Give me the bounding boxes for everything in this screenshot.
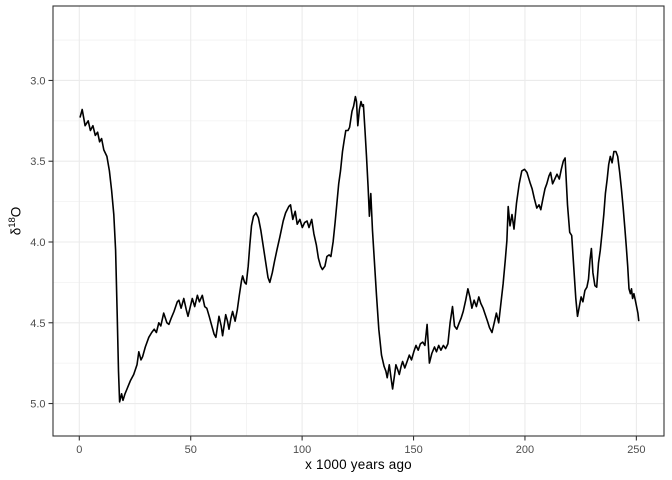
- panel-border: [52, 5, 665, 437]
- y-axis-title: δ18O: [7, 206, 24, 236]
- x-axis-title: x 1000 years ago: [305, 457, 412, 472]
- plot-panel: [53, 6, 664, 436]
- x-tick-label: 200: [516, 444, 534, 456]
- y-title-suffix: O: [8, 206, 24, 218]
- x-tick-label: 100: [293, 444, 311, 456]
- x-tick-label: 0: [76, 444, 82, 456]
- x-tick-label: 150: [404, 444, 422, 456]
- y-tick-label: 3.0: [30, 75, 45, 87]
- y-tick-label: 4.5: [30, 318, 45, 330]
- y-title-superscript: 18: [7, 217, 18, 228]
- y-tick-label: 3.5: [30, 156, 45, 168]
- y-tick-label: 4.0: [30, 237, 45, 249]
- y-tick-label: 5.0: [30, 399, 45, 411]
- x-tick-label: 50: [185, 444, 197, 456]
- x-tick-label: 250: [627, 444, 645, 456]
- data-line-d18O: [79, 95, 640, 403]
- y-title-symbol: δ: [8, 227, 24, 236]
